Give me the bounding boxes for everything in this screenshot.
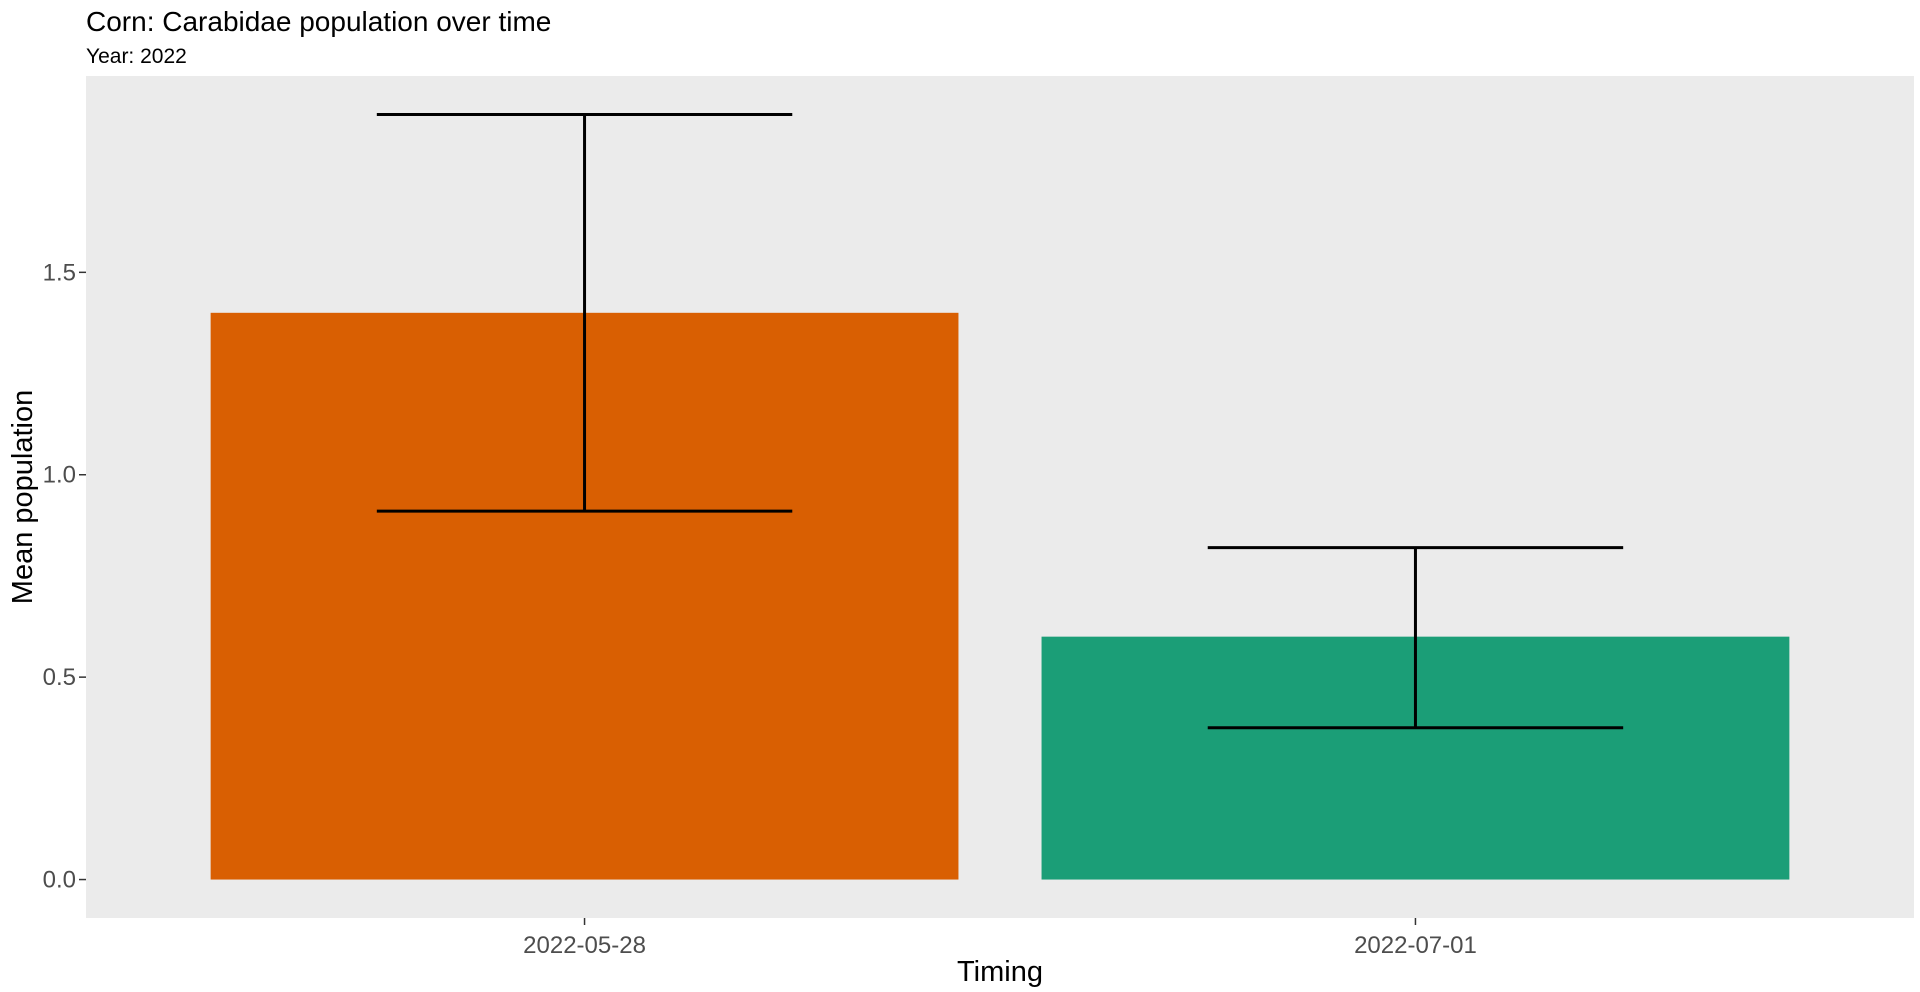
chart-subtitle: Year: 2022 [86, 45, 187, 68]
error-bars-layer [376, 112, 1624, 730]
error-bar-2022-05-28 [376, 112, 793, 513]
y-tick-label: 1.0 [43, 462, 76, 489]
y-tick-label: 0.0 [43, 867, 76, 894]
y-axis-title: Mean population [7, 390, 39, 604]
x-tick-label: 2022-07-01 [1354, 932, 1477, 959]
chart-title: Corn: Carabidae population over time [86, 6, 551, 37]
y-axis: 0.0 0.5 1.0 1.5 [43, 259, 86, 894]
x-axis-title: Timing [957, 956, 1043, 988]
x-tick-label: 2022-05-28 [523, 932, 646, 959]
error-bar-2022-07-01 [1207, 546, 1624, 730]
x-axis: 2022-05-28 2022-07-01 [523, 918, 1477, 959]
y-tick-label: 0.5 [43, 664, 76, 691]
y-tick-label: 1.5 [43, 259, 76, 286]
